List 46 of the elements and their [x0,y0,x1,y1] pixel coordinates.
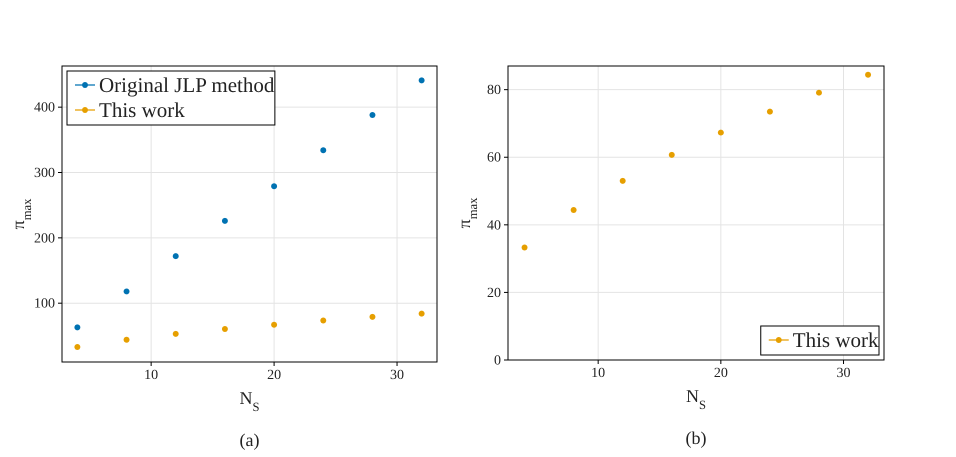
x-tick-label: 20 [267,368,282,383]
y-tick-label: 60 [487,150,501,166]
point [418,77,425,84]
y-tick-label: 300 [34,166,55,181]
y-tick-label: 40 [487,218,501,234]
point [172,253,179,260]
x-axis-title: N$_{S}$ [239,388,260,414]
point [418,310,425,317]
legend-label: Original JLP method [99,73,275,97]
point [570,206,577,213]
point [222,218,228,224]
point [668,152,675,158]
x-tick-label: 10 [144,368,158,383]
point [816,90,822,96]
point [320,318,326,324]
point [172,330,179,337]
y-tick-label: 20 [487,286,501,301]
point [222,326,228,332]
point [766,108,773,115]
point [620,178,626,184]
text: (a) [240,430,260,450]
point [865,72,872,78]
x-tick-label: 20 [714,366,728,381]
x-tick-label: 10 [591,366,606,381]
point [369,314,376,320]
point [124,288,130,294]
y-tick-label: 200 [34,231,55,246]
point [271,322,278,328]
point [74,324,80,330]
y-tick-label: 0 [494,353,501,368]
x-axis-title: N$_{S}$ [686,386,706,412]
legend-label: This work [99,98,186,122]
y-tick-label: 100 [34,296,55,312]
y-tick-label: 80 [487,83,501,98]
point [718,130,724,136]
point [124,336,130,343]
legend-label: This work [792,328,879,352]
x-tick-label: 30 [390,368,404,383]
y-tick-label: 400 [34,100,55,116]
point [522,244,528,250]
x-tick-label: 30 [836,366,851,381]
text: (b) [686,428,706,448]
point [320,147,326,154]
point [74,344,80,350]
point [271,183,278,190]
point [369,112,376,118]
